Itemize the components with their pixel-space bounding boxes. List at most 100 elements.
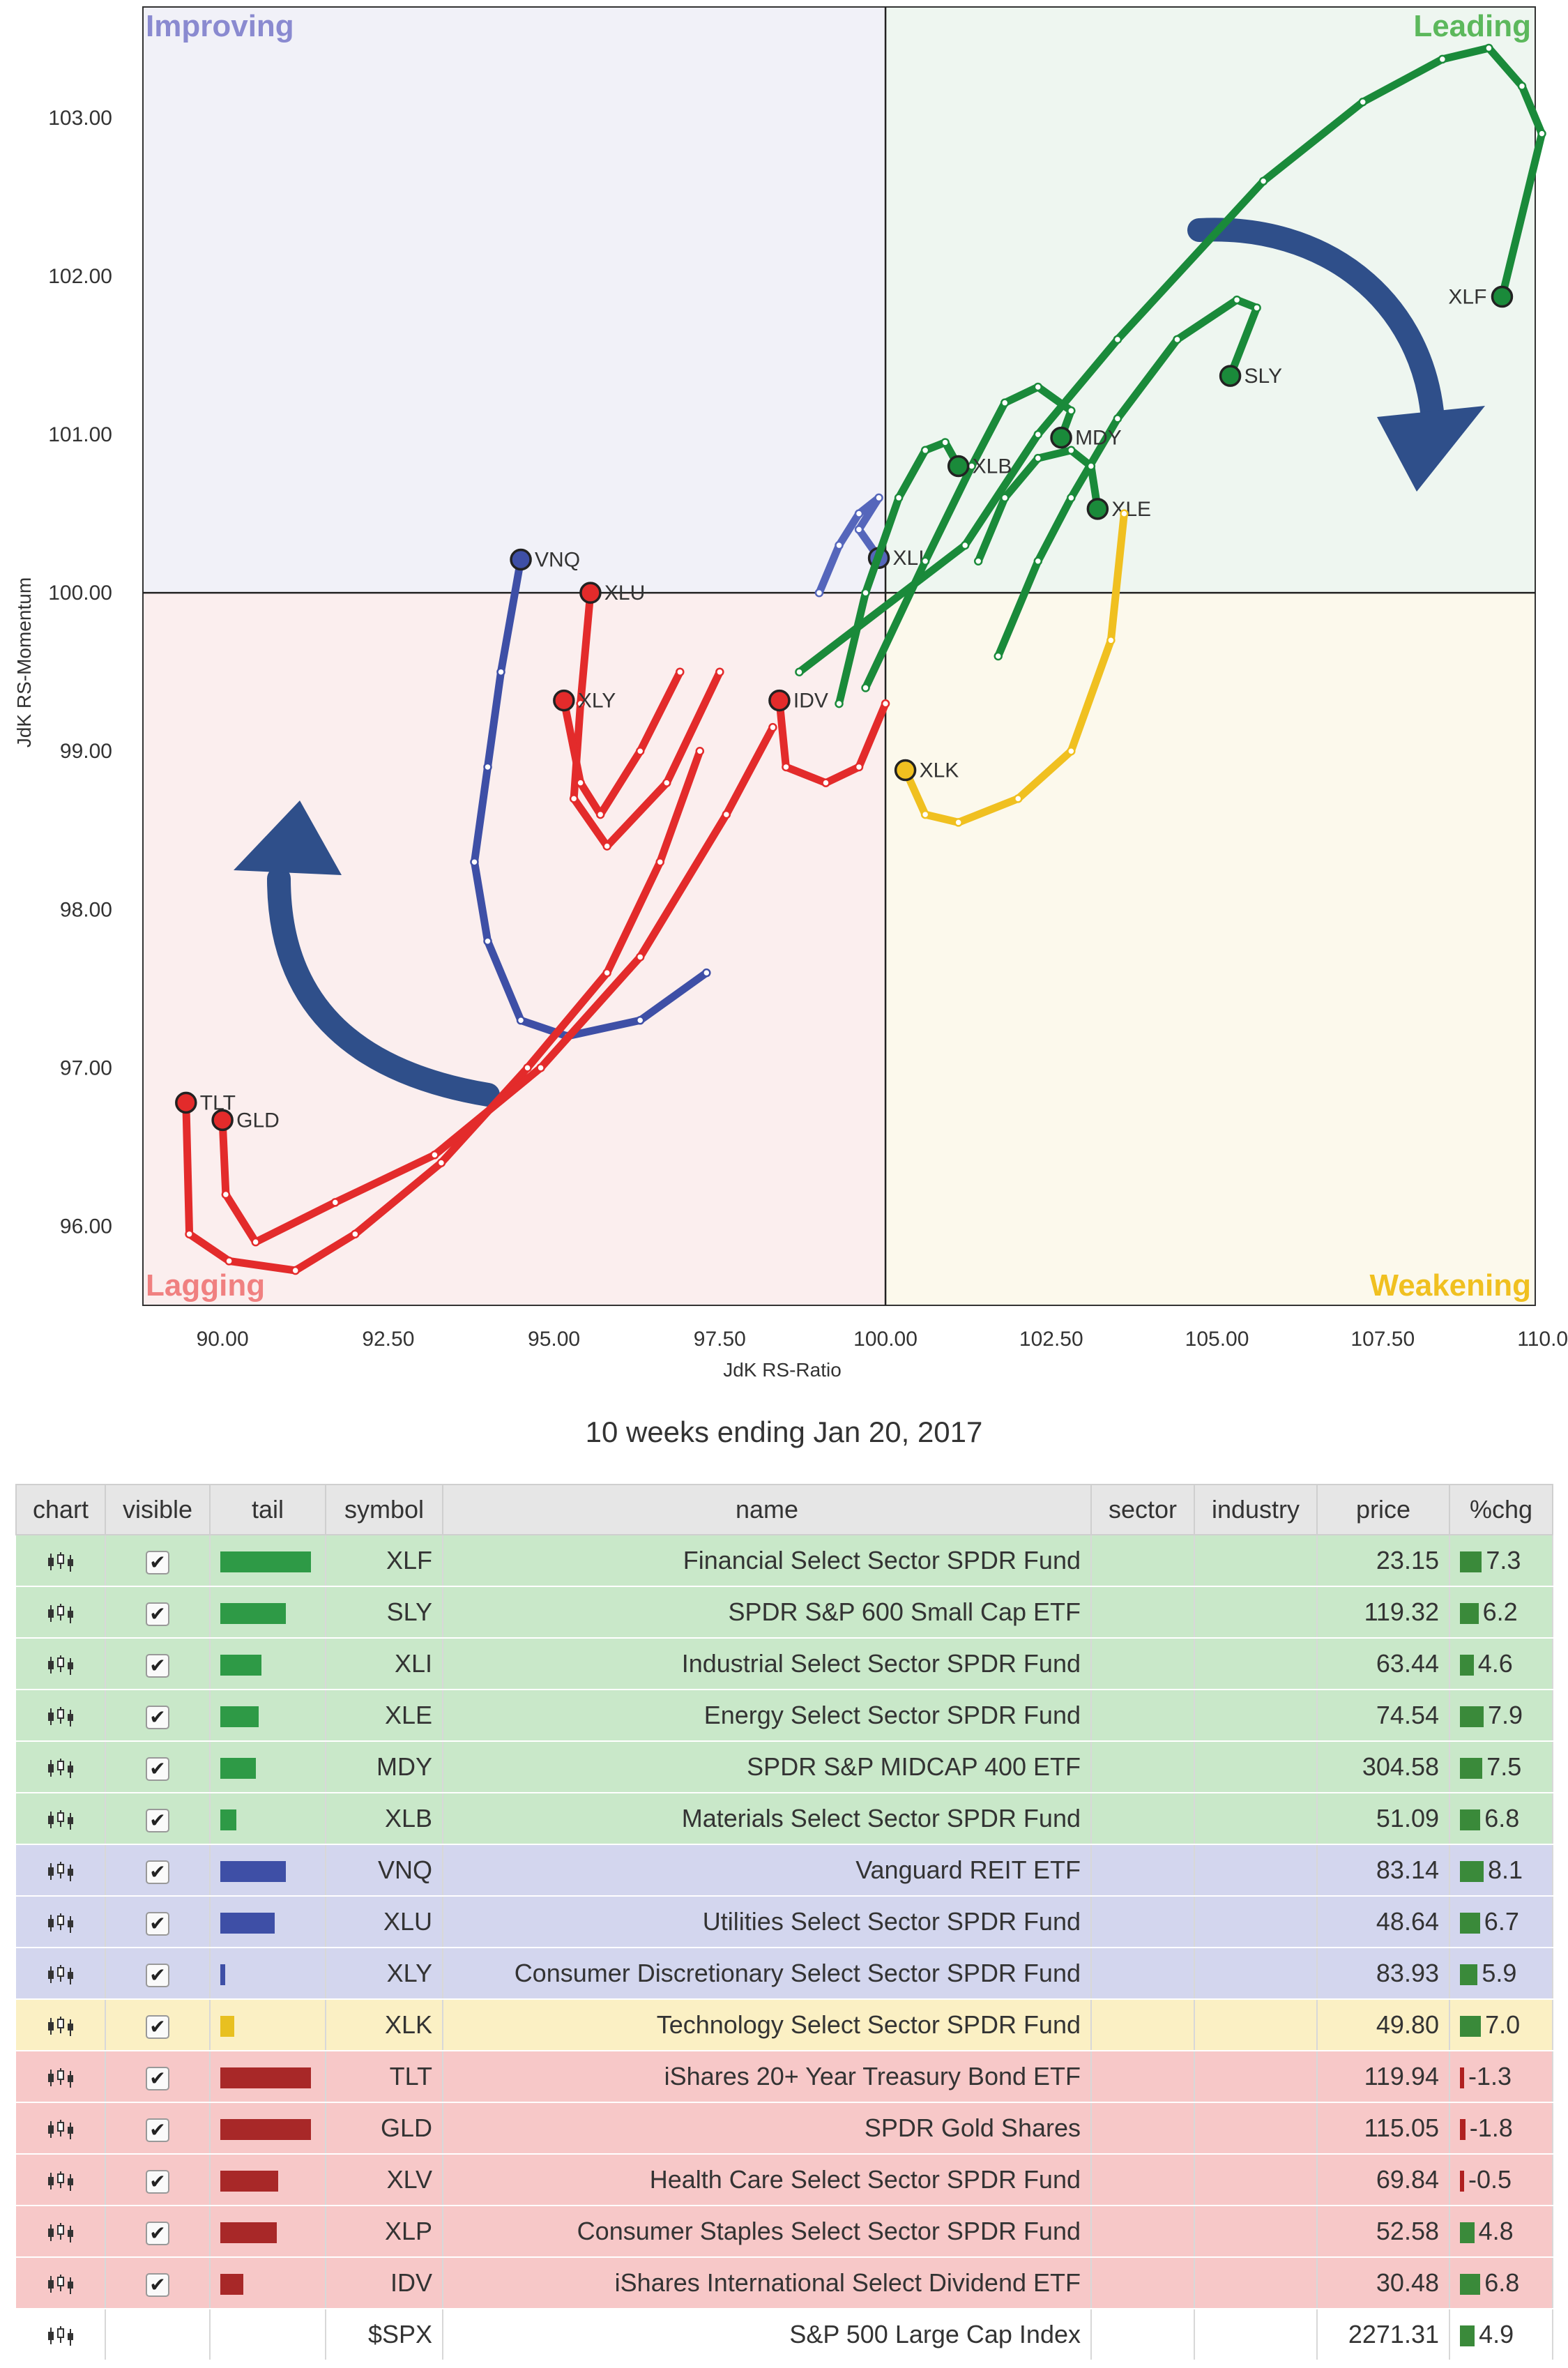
symbol-cell[interactable]: XLY (326, 1948, 443, 2000)
tail-xlb[interactable]: XLB (835, 438, 1012, 708)
table-row[interactable]: ✔ SLY SPDR S&P 600 Small Cap ETF 119.32 6.2 (16, 1586, 1553, 1639)
table-row[interactable]: ✔ XLP Consumer Staples Select Sector SPDR … (16, 2206, 1553, 2258)
symbol-cell[interactable]: MDY (326, 1741, 443, 1793)
visible-checkbox[interactable]: ✔ (146, 2067, 169, 2090)
visible-checkbox[interactable]: ✔ (146, 1860, 169, 1884)
table-row[interactable]: $SPX S&P 500 Large Cap Index 2271.31 4.9 (16, 2309, 1553, 2361)
head-point-vnq (510, 548, 532, 571)
tail-vnq[interactable]: VNQ (470, 548, 711, 1041)
col-name[interactable]: name (442, 1484, 1092, 1535)
chg-bar (1460, 2222, 1475, 2244)
tail-mdy[interactable]: MDY (861, 382, 1122, 692)
tail-length-bar (220, 1603, 286, 1625)
tail-point (436, 1158, 446, 1167)
table-row[interactable]: ✔ XLU Utilities Select Sector SPDR Fund 48.… (16, 1896, 1553, 1948)
tail-point (1033, 453, 1043, 463)
table-row[interactable]: ✔ MDY SPDR S&P MIDCAP 400 ETF 304.58 7.5 (16, 1741, 1553, 1793)
visible-checkbox[interactable]: ✔ (146, 1912, 169, 1936)
col-symbol[interactable]: symbol (325, 1484, 443, 1535)
tail-tlt[interactable]: TLT (175, 746, 705, 1275)
table-row[interactable]: ✔ XLI Industrial Select Sector SPDR Fund 63… (16, 1638, 1553, 1690)
symbol-cell[interactable]: XLP (326, 2206, 443, 2258)
candlestick-chart-icon[interactable] (45, 2222, 76, 2244)
industry-cell (1194, 2051, 1318, 2103)
tail-xlk[interactable]: XLK (894, 509, 1129, 827)
col-visible[interactable]: visible (105, 1484, 211, 1535)
symbol-cell[interactable]: XLV (326, 2154, 443, 2206)
table-row[interactable]: ✔ XLE Energy Select Sector SPDR Fund 74.54 7… (16, 1690, 1553, 1742)
candlestick-chart-icon[interactable] (45, 1602, 76, 1625)
tail-point (351, 1229, 360, 1239)
symbol-cell[interactable]: XLE (326, 1690, 443, 1742)
visible-checkbox[interactable]: ✔ (146, 2273, 169, 2297)
visible-checkbox[interactable]: ✔ (146, 2015, 169, 2039)
visible-checkbox[interactable]: ✔ (146, 1654, 169, 1678)
symbol-cell[interactable]: XLI (326, 1638, 443, 1690)
name-cell: Consumer Staples Select Sector SPDR Fund (443, 2206, 1092, 2258)
table-row[interactable]: ✔ TLT iShares 20+ Year Treasury Bond ETF 11… (16, 2051, 1553, 2103)
candlestick-chart-icon[interactable] (45, 1964, 76, 1986)
symbol-cell[interactable]: TLT (326, 2051, 443, 2103)
symbol-cell[interactable]: $SPX (326, 2309, 443, 2361)
symbol-cell[interactable]: SLY (326, 1586, 443, 1639)
table-row[interactable]: ✔ XLB Materials Select Sector SPDR Fund 51.… (16, 1793, 1553, 1845)
candlestick-chart-icon[interactable] (45, 2170, 76, 2192)
candlestick-chart-icon[interactable] (45, 2273, 76, 2295)
table-row[interactable]: ✔ XLY Consumer Discretionary Select Sector… (16, 1948, 1553, 2000)
candlestick-chart-icon[interactable] (45, 2325, 76, 2347)
candlestick-chart-icon[interactable] (45, 1757, 76, 1779)
col-chart[interactable]: chart (15, 1484, 106, 1535)
candlestick-chart-icon[interactable] (45, 2118, 76, 2141)
col-industry[interactable]: industry (1194, 1484, 1318, 1535)
table-row[interactable]: ✔ XLF Financial Select Sector SPDR Fund 23.… (16, 1535, 1553, 1587)
x-tick-label: 90.00 (197, 1328, 249, 1351)
visible-checkbox[interactable]: ✔ (146, 2222, 169, 2245)
col-sector[interactable]: sector (1090, 1484, 1195, 1535)
tail-point (1173, 335, 1182, 344)
symbol-cell[interactable]: IDV (326, 2257, 443, 2309)
candlestick-chart-icon[interactable] (45, 1912, 76, 1934)
symbol-cell[interactable]: XLU (326, 1896, 443, 1948)
candlestick-chart-icon[interactable] (45, 2067, 76, 2089)
visible-checkbox[interactable]: ✔ (146, 1964, 169, 1987)
candlestick-chart-icon[interactable] (45, 2015, 76, 2037)
candlestick-chart-icon[interactable] (45, 1809, 76, 1831)
price-cell: 83.93 (1317, 1948, 1450, 2000)
tail-xle[interactable]: XLE (973, 446, 1151, 566)
visible-checkbox[interactable]: ✔ (146, 1551, 169, 1574)
chg-value: -1.3 (1468, 2062, 1512, 2090)
tail-idv[interactable]: IDV (768, 690, 890, 787)
tail-xlu[interactable]: XLU (569, 582, 724, 851)
visible-checkbox[interactable]: ✔ (146, 1602, 169, 1626)
visible-checkbox[interactable]: ✔ (146, 1809, 169, 1832)
symbol-cell[interactable]: XLB (326, 1793, 443, 1845)
tail-sly[interactable]: SLY (994, 295, 1282, 661)
rotation-arrows (234, 218, 1485, 1107)
table-row[interactable]: ✔ XLV Health Care Select Sector SPDR Fund 6… (16, 2154, 1553, 2206)
visible-checkbox[interactable]: ✔ (146, 1706, 169, 1729)
table-row[interactable]: ✔ GLD SPDR Gold Shares 115.05 -1.8 (16, 2102, 1553, 2155)
table-row[interactable]: ✔ XLK Technology Select Sector SPDR Fund 49… (16, 1999, 1553, 2051)
tail-xly[interactable]: XLY (553, 667, 685, 819)
table-row[interactable]: ✔ IDV iShares International Select Dividen… (16, 2257, 1553, 2309)
candlestick-chart-icon[interactable] (45, 1551, 76, 1573)
col-price[interactable]: price (1316, 1484, 1450, 1535)
candlestick-chart-icon[interactable] (45, 1706, 76, 1728)
symbol-cell[interactable]: XLK (326, 1999, 443, 2051)
visible-checkbox[interactable]: ✔ (146, 1757, 169, 1781)
price-cell: 115.05 (1317, 2102, 1450, 2155)
symbol-cell[interactable]: VNQ (326, 1844, 443, 1897)
col-tail[interactable]: tail (209, 1484, 326, 1535)
tail-gld[interactable]: GLD (211, 722, 777, 1247)
candlestick-chart-icon[interactable] (45, 1860, 76, 1883)
tail-xlf[interactable]: XLF (795, 43, 1546, 676)
col-chg[interactable]: %chg (1449, 1484, 1553, 1535)
visible-checkbox[interactable]: ✔ (146, 2170, 169, 2194)
y-tick-label: 98.00 (60, 898, 112, 921)
tail-point (251, 1237, 260, 1247)
candlestick-chart-icon[interactable] (45, 1654, 76, 1676)
table-row[interactable]: ✔ VNQ Vanguard REIT ETF 83.14 8.1 (16, 1844, 1553, 1897)
symbol-cell[interactable]: GLD (326, 2102, 443, 2155)
visible-checkbox[interactable]: ✔ (146, 2118, 169, 2142)
symbol-cell[interactable]: XLF (326, 1535, 443, 1587)
